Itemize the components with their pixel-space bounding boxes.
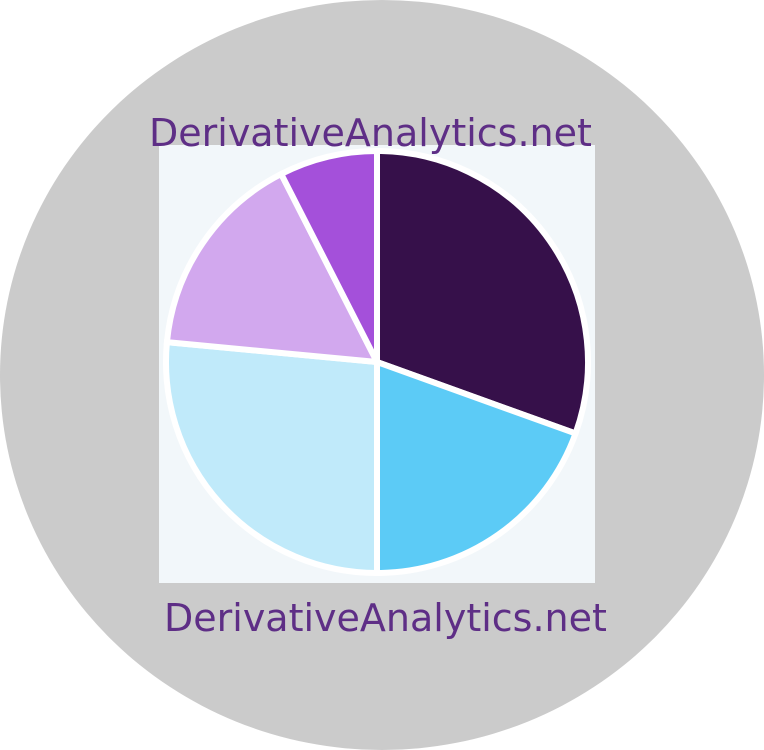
chart-panel [159, 145, 595, 583]
pie-slice-3 [163, 338, 380, 577]
pie-slice-5 [277, 147, 380, 364]
brand-wordmark-top: DerivativeAnalytics.net [149, 111, 592, 155]
pie-slice-2 [374, 357, 580, 577]
pie-chart [163, 147, 591, 577]
pie-slice-4 [163, 169, 383, 366]
brand-wordmark-bottom: DerivativeAnalytics.net [164, 596, 607, 640]
pie-slice-1 [374, 147, 591, 438]
